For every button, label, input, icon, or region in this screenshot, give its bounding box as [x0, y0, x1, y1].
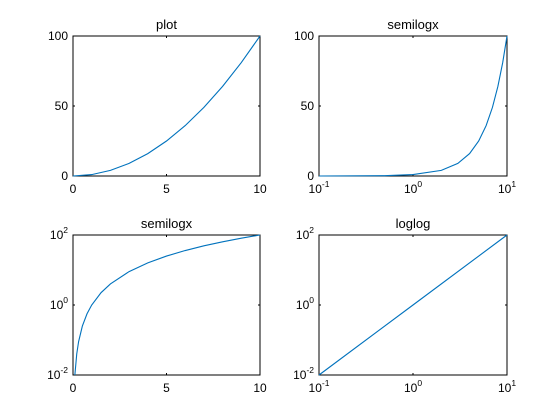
tick-label: 100: [48, 29, 68, 43]
subplot-title: semilogx: [141, 216, 193, 231]
tick-label: 0: [61, 169, 68, 183]
tick-label: 100: [404, 378, 422, 395]
tick-label: 100: [294, 29, 314, 43]
tick-label: 10-2: [293, 365, 314, 382]
subplot-loglog: loglog 10-1 100 101 10-2 100 102: [293, 216, 516, 395]
tick-label: 100: [50, 295, 68, 312]
tick-label: 50: [55, 99, 69, 113]
axes-frame: [318, 35, 508, 177]
tick-label: 102: [296, 225, 314, 242]
tick-label: 10-1: [309, 179, 330, 196]
tick-label: 50: [301, 99, 315, 113]
tick-label: 101: [498, 378, 516, 395]
series-line: [74, 234, 261, 376]
series-line: [318, 35, 508, 177]
subplot-title: plot: [156, 17, 177, 32]
tick-label: 0: [70, 381, 77, 395]
tick-label: 10-1: [309, 378, 330, 395]
tick-label: 0: [307, 169, 314, 183]
tick-label: 5: [163, 182, 170, 196]
tick-label: 101: [498, 179, 516, 196]
subplot-title: semilogx: [387, 17, 439, 32]
tick-label: 0: [70, 182, 77, 196]
tick-label: 10: [253, 381, 267, 395]
tick-label: 100: [404, 179, 422, 196]
subplot-semilogx-bottom: semilogx 0 5 10 10-2 100 102: [47, 216, 267, 395]
tick-label: 102: [50, 225, 68, 242]
series-line: [318, 234, 508, 376]
series-line: [72, 35, 261, 177]
axes-frame: [72, 35, 261, 177]
subplot-title: loglog: [396, 216, 431, 231]
subplot-semilogx-top: semilogx 10-1 100 101 0 50 100: [294, 17, 516, 196]
tick-label: 10: [253, 182, 267, 196]
tick-label: 10-2: [47, 365, 68, 382]
tick-label: 5: [163, 381, 170, 395]
tick-label: 100: [296, 295, 314, 312]
axes-frame: [72, 234, 261, 376]
